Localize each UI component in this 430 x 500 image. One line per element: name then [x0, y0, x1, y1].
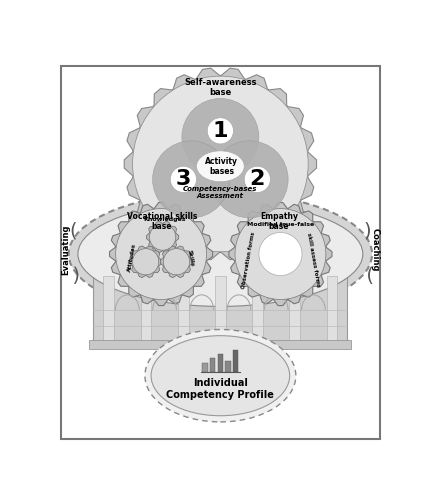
Polygon shape [124, 68, 316, 260]
Text: Modified true-false: Modified true-false [247, 222, 314, 228]
Bar [89, 340, 351, 349]
Polygon shape [129, 246, 162, 278]
Bar [178, 276, 188, 341]
Bar [233, 350, 239, 372]
Text: (: ( [70, 264, 77, 283]
Circle shape [244, 166, 270, 192]
Bar [124, 233, 316, 245]
FancyBboxPatch shape [61, 66, 380, 439]
Bar [252, 276, 263, 341]
Text: 1: 1 [212, 121, 228, 141]
Circle shape [116, 208, 206, 300]
Ellipse shape [69, 192, 372, 316]
Text: 3: 3 [176, 170, 191, 190]
Circle shape [182, 98, 259, 176]
Ellipse shape [151, 336, 290, 415]
Text: (: ( [70, 222, 77, 240]
Bar [103, 276, 114, 341]
Text: Empathy
base: Empathy base [260, 212, 298, 231]
Polygon shape [147, 222, 179, 253]
Circle shape [207, 118, 233, 144]
Bar [93, 260, 347, 341]
Text: 2: 2 [250, 170, 265, 190]
Text: ): ) [364, 264, 371, 283]
Text: Observation forms: Observation forms [241, 232, 255, 289]
Circle shape [153, 141, 230, 218]
Text: ): ) [364, 222, 371, 240]
Ellipse shape [197, 151, 244, 182]
Text: Individual
Competency Profile: Individual Competency Profile [166, 378, 274, 400]
Circle shape [170, 166, 197, 192]
Text: Skills: Skills [187, 249, 194, 266]
Text: Activity
bases: Activity bases [206, 156, 238, 176]
Polygon shape [229, 202, 332, 306]
Polygon shape [110, 202, 212, 306]
Text: Vocational skills
base: Vocational skills base [127, 212, 197, 231]
Circle shape [150, 224, 176, 250]
Text: Self-awareness
base: Self-awareness base [184, 78, 257, 97]
Bar [215, 276, 226, 341]
Bar [202, 363, 208, 372]
Circle shape [211, 141, 288, 218]
Ellipse shape [78, 202, 363, 306]
Bar [101, 245, 340, 260]
Text: Knowledges: Knowledges [143, 216, 185, 222]
Bar [141, 276, 151, 341]
Text: skill assess forms: skill assess forms [306, 232, 320, 288]
Text: Evaluating: Evaluating [61, 225, 70, 276]
Bar [327, 276, 338, 341]
Text: Competency-bases
Assessment: Competency-bases Assessment [183, 186, 258, 198]
Circle shape [259, 232, 302, 276]
Bar [218, 354, 223, 372]
Circle shape [163, 248, 190, 275]
Circle shape [235, 208, 326, 300]
Bar [225, 362, 231, 372]
Circle shape [132, 248, 159, 275]
Circle shape [132, 76, 308, 252]
Polygon shape [160, 246, 193, 278]
Ellipse shape [145, 330, 296, 422]
Bar [210, 358, 215, 372]
Text: Coaching: Coaching [371, 228, 380, 272]
Text: Attitudes: Attitudes [127, 243, 137, 272]
Bar [289, 276, 300, 341]
